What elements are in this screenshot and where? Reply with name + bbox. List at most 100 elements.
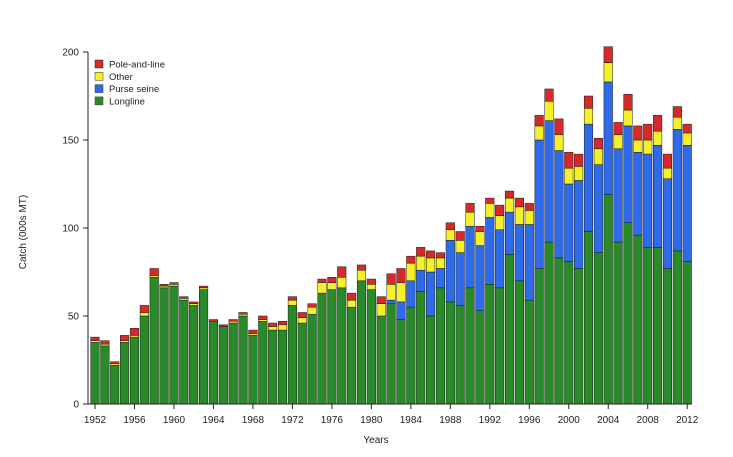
x-tick-label-1964: 1964 <box>202 415 225 426</box>
bar-longline-1998 <box>544 241 554 405</box>
bar-pole-and-line-1970 <box>268 322 278 327</box>
bar-pole-and-line-2008 <box>643 123 653 141</box>
bar-pole-and-line-1986 <box>426 250 436 259</box>
bar-pole-and-line-1983 <box>396 268 406 283</box>
bar-other-1970 <box>268 326 278 331</box>
bar-pole-and-line-1995 <box>514 197 524 208</box>
bar-pole-and-line-1975 <box>317 278 327 283</box>
y-tick-label-0: 0 <box>73 400 79 411</box>
bar-longline-1994 <box>504 254 515 405</box>
bar-purse-seine-2010 <box>662 178 673 269</box>
bar-longline-1988 <box>445 301 455 405</box>
bar-longline-1965 <box>218 326 228 405</box>
bar-longline-1999 <box>554 257 564 405</box>
bar-pole-and-line-2011 <box>672 106 682 118</box>
legend-swatch-pole-and-line <box>94 59 104 69</box>
bar-other-2002 <box>583 108 594 125</box>
bar-pole-and-line-1997 <box>534 115 544 127</box>
bar-longline-1995 <box>514 280 524 405</box>
bar-pole-and-line-2000 <box>564 152 574 169</box>
bar-purse-seine-2000 <box>564 183 574 262</box>
bar-other-2010 <box>662 167 673 179</box>
bar-pole-and-line-1987 <box>435 252 445 259</box>
bar-other-1962 <box>189 303 199 306</box>
bar-purse-seine-2004 <box>603 81 613 195</box>
bar-pole-and-line-1976 <box>327 277 337 283</box>
bar-longline-2008 <box>643 247 653 405</box>
bar-pole-and-line-1994 <box>504 190 515 199</box>
legend-swatch-longline <box>94 96 104 106</box>
x-tick-label-2004: 2004 <box>597 415 620 426</box>
x-tick-label-2000: 2000 <box>558 415 581 426</box>
bar-longline-1983 <box>396 319 406 405</box>
bar-other-1968 <box>248 333 258 336</box>
bar-other-2011 <box>672 116 682 130</box>
bar-other-2000 <box>564 167 574 185</box>
x-tick-label-2008: 2008 <box>637 415 660 426</box>
bar-pole-and-line-1985 <box>416 247 426 257</box>
bar-purse-seine-1990 <box>465 225 475 289</box>
bar-purse-seine-1997 <box>534 139 544 269</box>
bar-longline-1961 <box>179 299 189 405</box>
bar-longline-2010 <box>662 268 673 405</box>
bar-pole-and-line-1965 <box>218 324 228 327</box>
bar-other-1969 <box>258 319 268 322</box>
bar-other-1961 <box>179 298 189 301</box>
bar-purse-seine-2008 <box>643 153 653 248</box>
bar-pole-and-line-2004 <box>603 46 613 63</box>
bar-longline-1987 <box>435 287 445 405</box>
bar-longline-1997 <box>534 268 544 405</box>
bar-pole-and-line-1953 <box>100 340 110 345</box>
bar-other-1955 <box>120 340 130 343</box>
bar-longline-2005 <box>613 241 623 405</box>
bar-longline-1956 <box>129 336 140 405</box>
bar-purse-seine-1988 <box>445 240 455 303</box>
y-axis-label: Catch (000s MT) <box>18 195 29 269</box>
x-tick-label-1984: 1984 <box>400 415 423 426</box>
bar-pole-and-line-1988 <box>445 222 455 231</box>
bar-pole-and-line-2010 <box>662 153 673 169</box>
bar-pole-and-line-1980 <box>366 278 376 285</box>
bar-longline-2004 <box>603 194 613 405</box>
bar-longline-2002 <box>583 231 594 405</box>
legend-label-pole-and-line: Pole-and-line <box>109 60 165 71</box>
bar-longline-1985 <box>416 291 426 405</box>
bar-other-2009 <box>653 130 663 146</box>
bar-pole-and-line-2007 <box>633 125 643 141</box>
bar-other-1984 <box>406 262 416 282</box>
x-tick-label-2012: 2012 <box>676 415 699 426</box>
bar-pole-and-line-1956 <box>129 328 140 336</box>
bar-longline-1981 <box>376 315 386 405</box>
bar-other-1960 <box>169 284 179 287</box>
bar-pole-and-line-1963 <box>199 285 209 289</box>
bar-pole-and-line-2009 <box>653 115 663 132</box>
y-tick-label-200: 200 <box>62 48 79 59</box>
bar-other-1971 <box>277 324 288 331</box>
bar-pole-and-line-2005 <box>613 122 623 135</box>
bar-pole-and-line-1959 <box>159 284 169 287</box>
bar-longline-1976 <box>327 289 337 405</box>
legend-swatch-purse-seine <box>94 84 104 93</box>
bar-purse-seine-1994 <box>504 211 515 255</box>
bar-pole-and-line-2006 <box>623 93 633 111</box>
bar-purse-seine-1996 <box>524 224 534 301</box>
bar-longline-1957 <box>139 315 149 405</box>
bar-pole-and-line-1964 <box>208 319 218 322</box>
bar-other-2001 <box>574 166 584 181</box>
bar-longline-1968 <box>248 335 258 405</box>
bar-other-1966 <box>228 321 238 324</box>
bar-other-1975 <box>317 282 327 294</box>
x-tick-label-1972: 1972 <box>281 415 304 426</box>
bar-purse-seine-2011 <box>672 129 682 252</box>
legend-label-other: Other <box>109 72 133 83</box>
legend-swatch-other <box>94 72 104 81</box>
x-tick-label-1956: 1956 <box>123 415 146 426</box>
bar-pole-and-line-1960 <box>169 282 179 285</box>
x-tick-label-1960: 1960 <box>163 415 186 426</box>
x-tick-label-1992: 1992 <box>479 415 502 426</box>
bar-purse-seine-2009 <box>653 145 663 248</box>
bar-longline-2006 <box>623 222 633 405</box>
bar-pole-and-line-1954 <box>110 361 120 364</box>
legend-label-purse-seine: Purse seine <box>109 84 159 95</box>
bar-other-1957 <box>139 312 149 317</box>
